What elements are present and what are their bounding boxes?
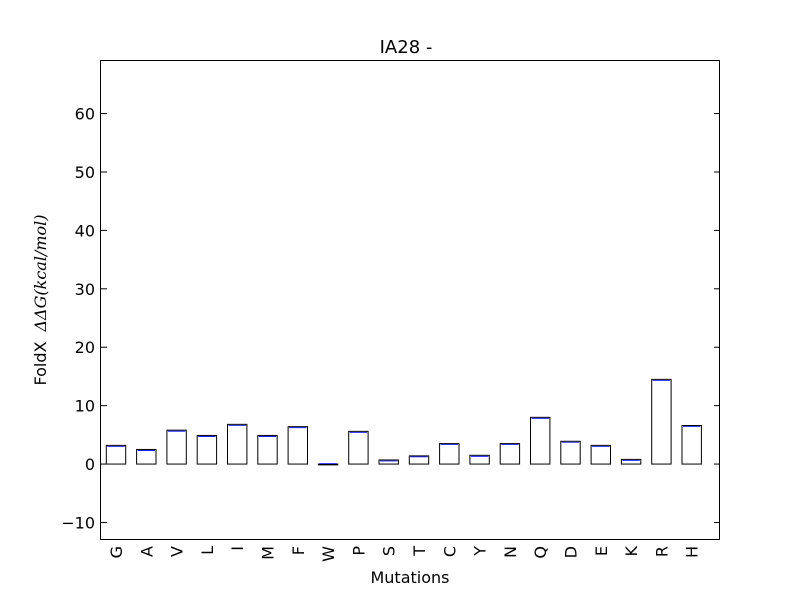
x-tick-label: D [562, 546, 581, 558]
x-tick-label: Y [471, 546, 490, 557]
bar-E [590, 444, 611, 465]
y-tick-label: 30 [75, 280, 95, 299]
x-tick-label: I [228, 546, 247, 551]
chart-title: IA28 - [380, 37, 433, 58]
y-tick-label: 40 [75, 221, 95, 240]
x-tick-label: K [622, 546, 641, 557]
bar-V [166, 429, 187, 465]
bar-H [681, 425, 702, 465]
x-tick-label: M [259, 546, 278, 560]
bar-R [651, 378, 672, 465]
y-tick-label: 0 [85, 455, 95, 474]
x-tick-label: S [380, 546, 399, 556]
bar-I [227, 423, 248, 465]
x-tick-label: N [501, 546, 520, 558]
bar-K [620, 458, 642, 465]
bar-D [560, 440, 581, 465]
x-axis-label: Mutations [370, 568, 449, 587]
x-tick-label: W [319, 546, 338, 562]
x-tick-label: R [652, 546, 671, 557]
y-tick-label: 50 [75, 163, 95, 182]
plot-frame [100, 60, 720, 540]
bar-T [408, 455, 430, 465]
x-tick-label: C [440, 546, 459, 557]
y-axis-label-prefix: FoldX [31, 341, 50, 385]
bar-W [317, 463, 339, 466]
bar-N [499, 443, 521, 465]
y-axis-label-math: ΔΔG(kcal/mol) [31, 215, 50, 333]
x-tick-label: T [410, 546, 429, 557]
bar-L [196, 434, 218, 465]
bar-Y [469, 454, 490, 465]
bar-F [287, 426, 309, 465]
x-tick-label: E [592, 546, 611, 556]
bar-G [105, 444, 127, 465]
y-axis-label: FoldX ΔΔG(kcal/mol) [31, 215, 50, 386]
x-tick-label: H [683, 546, 702, 558]
y-tick-label: 10 [75, 397, 95, 416]
y-tick-label: 20 [75, 338, 95, 357]
x-tick-label: F [289, 546, 308, 555]
y-axis: −10 0 10 20 30 40 50 60 [61, 105, 720, 532]
x-tick-label: V [168, 546, 187, 557]
y-tick-label: −10 [61, 513, 95, 532]
bar-P [348, 430, 369, 465]
bar-M [257, 434, 278, 465]
bar-Q [530, 416, 551, 465]
y-tick-label: 60 [75, 105, 95, 124]
x-tick-label: A [137, 546, 156, 557]
x-tick-label: L [198, 546, 217, 555]
x-tick-label: G [107, 546, 126, 558]
bar-A [136, 448, 157, 465]
x-tick-label: Q [531, 546, 550, 559]
x-tick-label: P [349, 546, 368, 556]
bar-S [378, 459, 399, 465]
plot-area [105, 378, 702, 466]
bar-C [439, 443, 460, 465]
